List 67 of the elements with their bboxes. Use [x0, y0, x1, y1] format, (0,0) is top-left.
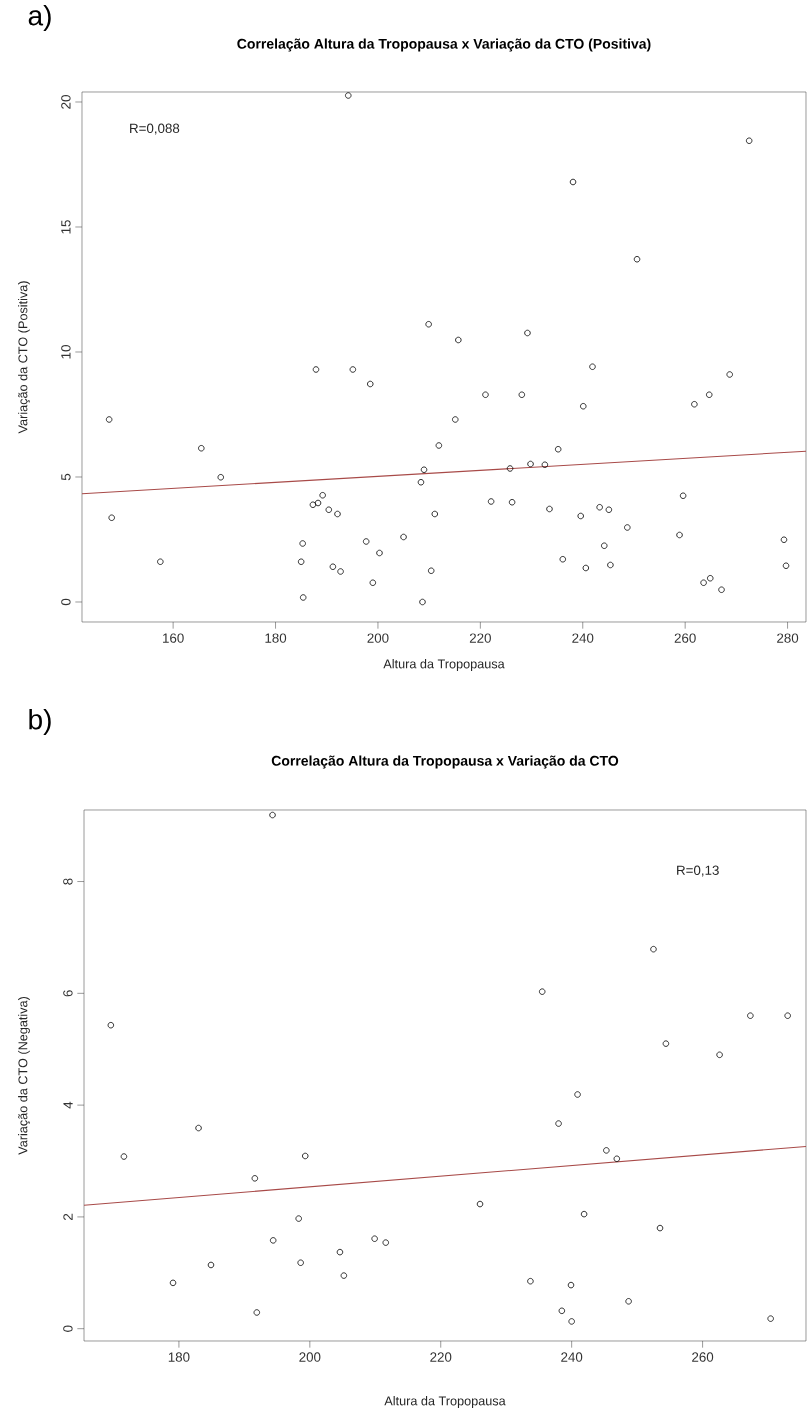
x-tick-label: 160: [163, 633, 184, 643]
x-tick-label: 220: [430, 1352, 452, 1362]
point: [107, 1021, 115, 1029]
point: [656, 1224, 664, 1232]
point: [716, 1051, 723, 1059]
y-tick-label: 20: [61, 95, 71, 109]
point: [650, 945, 657, 953]
point: [784, 1012, 791, 1019]
point: [253, 1309, 261, 1316]
point: [574, 1091, 581, 1098]
x-tick-label: 200: [367, 633, 389, 643]
point: [625, 1298, 632, 1305]
x-tick-label: 260: [674, 633, 696, 643]
y-axis-title: Variação da CTO (Positiva): [18, 281, 30, 434]
x-tick-label: 220: [469, 633, 491, 643]
x-tick-label: 260: [692, 1352, 714, 1362]
y-tick-label: 2: [63, 1213, 73, 1220]
x-tick-label: 280: [777, 633, 799, 643]
point: [269, 811, 276, 819]
y-tick-label: 0: [61, 598, 71, 606]
point: [539, 988, 546, 995]
y-tick-label: 10: [61, 345, 71, 359]
point: [382, 1239, 389, 1246]
point: [120, 1153, 128, 1160]
point: [767, 1315, 774, 1322]
x-tick-label: 240: [561, 1352, 583, 1362]
x-tick-label: 180: [265, 633, 287, 643]
point: [580, 1210, 588, 1218]
x-axis-title: Altura da Tropopausa: [383, 659, 505, 671]
point: [207, 1261, 215, 1269]
point: [336, 1248, 344, 1256]
point: [295, 1215, 302, 1222]
point: [476, 1200, 484, 1208]
point: [251, 1175, 259, 1182]
point: [613, 1155, 621, 1162]
point: [527, 1277, 534, 1285]
point: [558, 1307, 566, 1315]
annotation: R=0,088: [130, 123, 180, 135]
chart-title: Correlação Altura da Tropopausa x Variação da CTO (Positiva): [237, 38, 651, 52]
y-axis-title: Variação da CTO (Negativa): [18, 996, 30, 1155]
y-tick-label: 8: [63, 878, 73, 885]
y-tick-label: 4: [63, 1101, 73, 1109]
x-tick-label: 240: [572, 633, 594, 643]
annotation: R=0,13: [677, 865, 719, 877]
point: [169, 1279, 177, 1287]
y-tick-label: 6: [63, 990, 73, 997]
x-tick-label: 200: [299, 1352, 321, 1362]
text: b): [29, 708, 51, 736]
point: [302, 1152, 309, 1160]
x-tick-label: 180: [168, 1352, 190, 1362]
point: [340, 1272, 348, 1279]
chart-title: Correlação Altura da Tropopausa x Variação da CTO: [271, 755, 619, 769]
text: a): [28, 4, 51, 32]
point: [662, 1040, 670, 1047]
point: [603, 1147, 610, 1154]
x-axis-title: Altura da Tropopausa: [384, 1396, 506, 1408]
y-tick-label: 0: [63, 1325, 73, 1332]
point: [555, 1120, 562, 1127]
y-tick-label: 5: [61, 473, 71, 481]
point: [269, 1237, 277, 1244]
y-tick-label: 15: [61, 220, 71, 234]
point: [747, 1012, 754, 1019]
point: [568, 1318, 575, 1325]
point: [297, 1259, 304, 1266]
point: [371, 1235, 378, 1242]
point: [567, 1281, 575, 1289]
point: [195, 1124, 202, 1132]
